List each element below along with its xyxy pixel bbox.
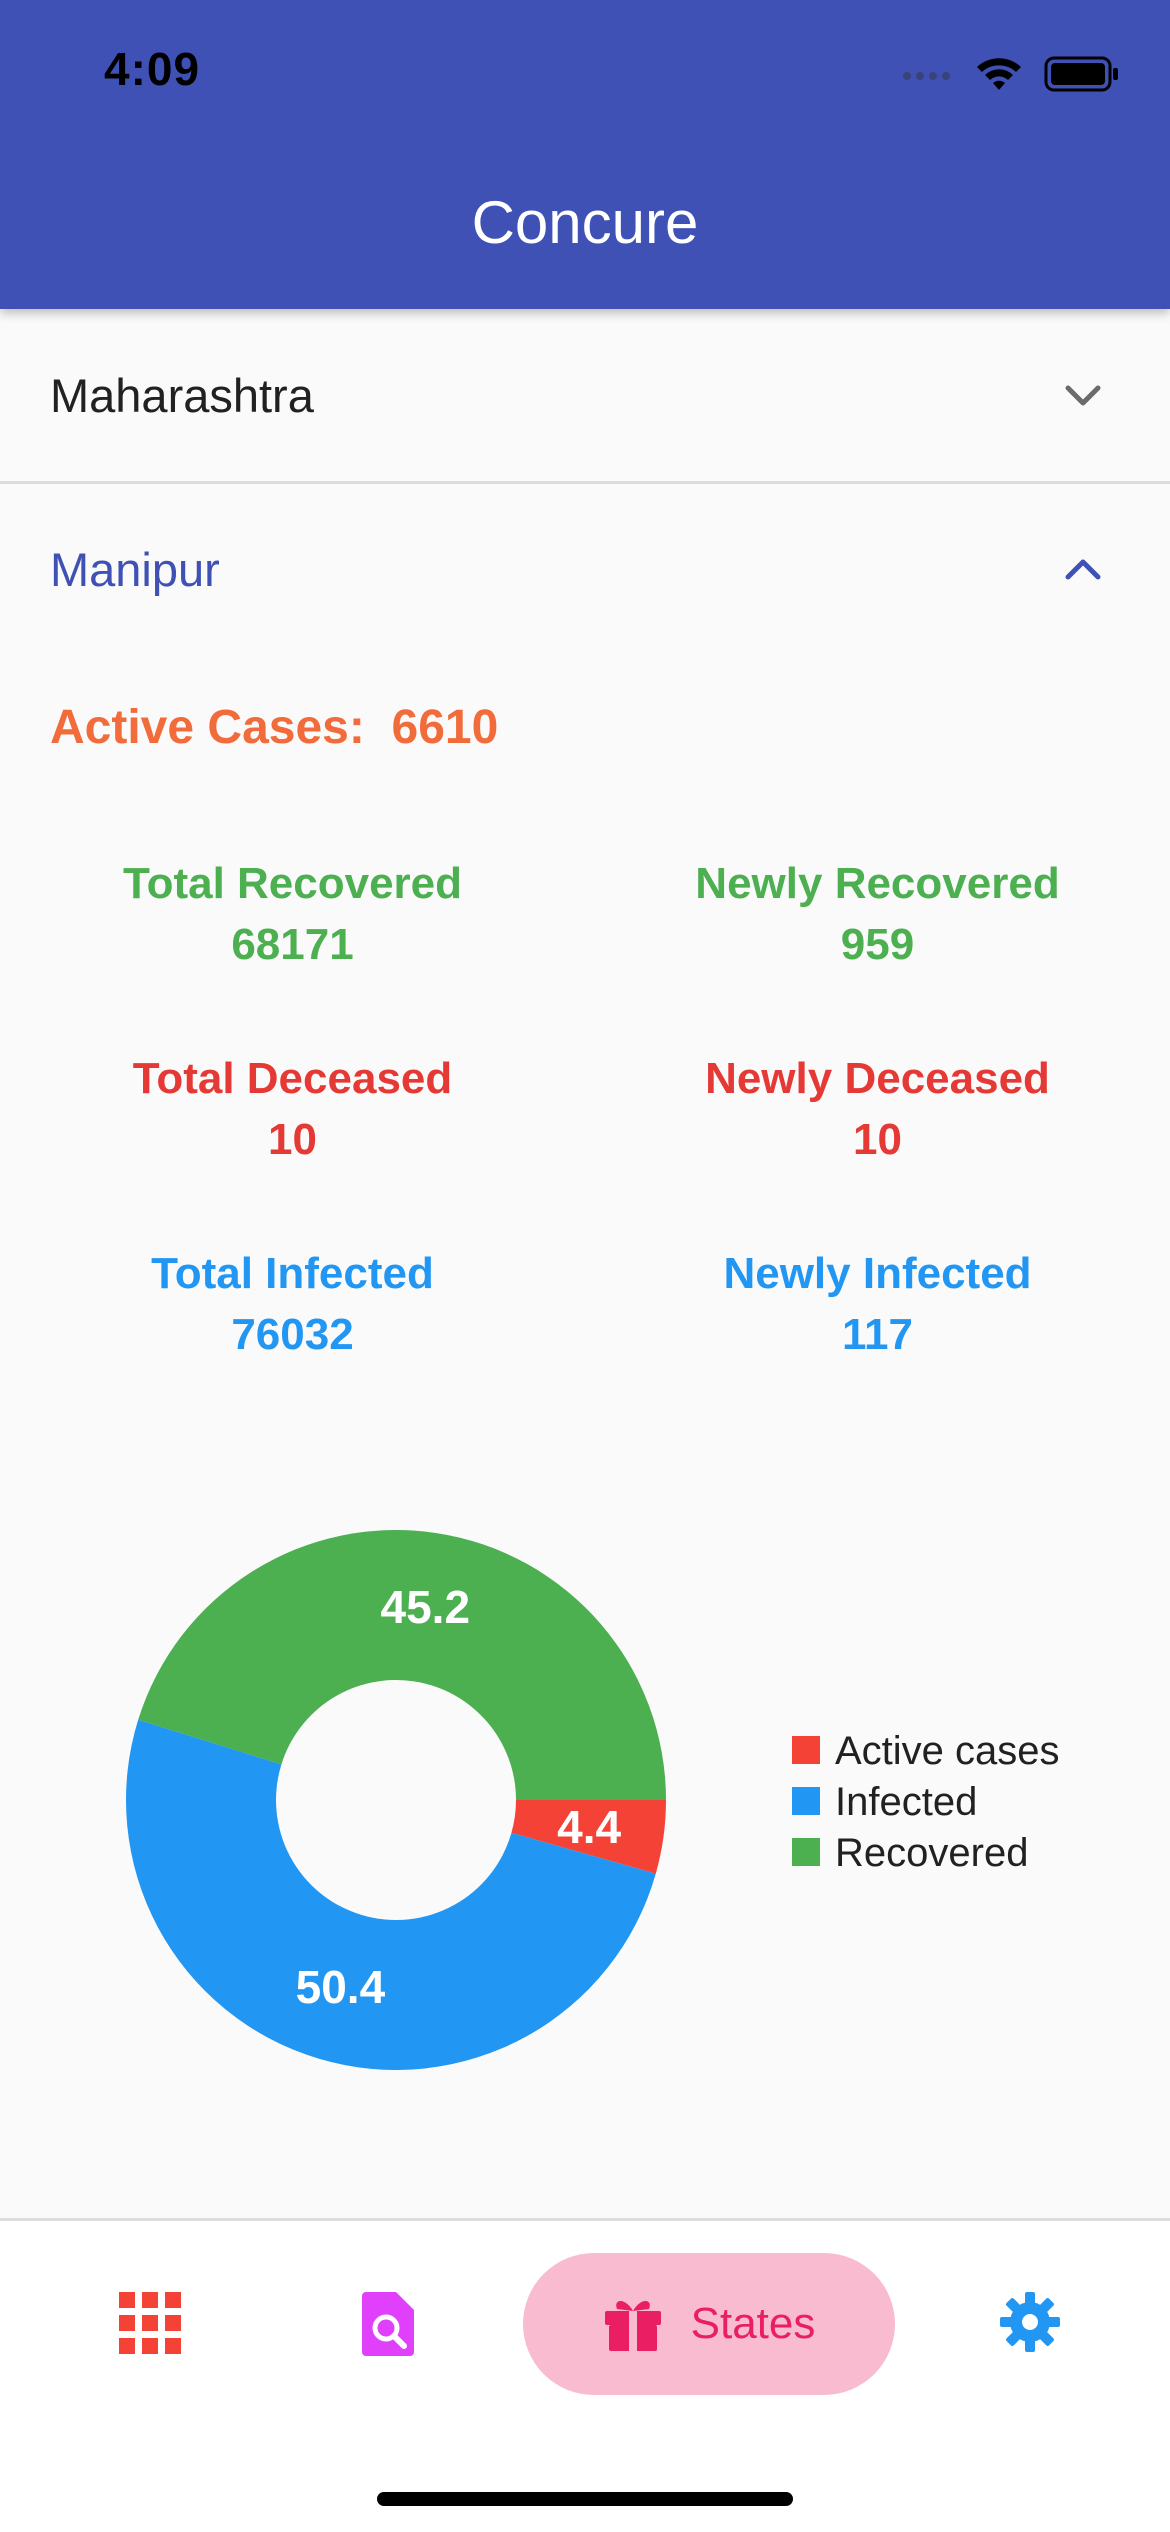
active-cases: Active Cases: 6610	[50, 700, 498, 755]
total-recovered: Total Recovered 68171	[0, 855, 585, 977]
status-time: 4:09	[104, 43, 201, 95]
donut-slice-active-cases	[511, 1800, 666, 1874]
nav-settings[interactable]	[1000, 2292, 1060, 2357]
stat-value: 959	[840, 920, 915, 969]
stat-label: Newly Recovered	[695, 859, 1060, 908]
stat-value: 10	[268, 1115, 317, 1164]
search-document-icon	[362, 2292, 414, 2356]
stat-label: Newly Infected	[723, 1249, 1032, 1298]
wifi-icon	[977, 58, 1021, 90]
active-cases-label: Active Cases:	[50, 701, 365, 754]
grid-icon	[119, 2292, 181, 2354]
donut-value-label: 4.4	[557, 1801, 621, 1853]
nav-states-label: States	[690, 2299, 816, 2348]
app-bar: 4:09 Concure	[0, 0, 1170, 309]
stat-value: 68171	[231, 920, 354, 969]
divider	[0, 481, 1170, 484]
stat-value: 10	[853, 1115, 902, 1164]
legend-swatch	[792, 1736, 820, 1764]
cases-donut-chart: 4.4 50.4 45.2 Active cases Infected Recovered	[126, 1529, 1060, 2070]
newly-recovered: Newly Recovered 959	[585, 855, 1170, 977]
chevron-up-icon	[1065, 559, 1101, 580]
gift-icon	[604, 2301, 661, 2351]
gear-icon	[1000, 2292, 1060, 2352]
signal-icon	[903, 72, 950, 80]
nav-search[interactable]	[362, 2290, 416, 2361]
stat-value: 76032	[231, 1310, 354, 1359]
app-title: Concure	[471, 189, 699, 256]
legend-label: Recovered	[835, 1831, 1028, 1875]
donut-slice-recovered	[138, 1529, 666, 1800]
status-icons	[902, 52, 1120, 96]
home-indicator	[377, 2492, 793, 2506]
legend-swatch	[792, 1838, 820, 1866]
state-row-maharashtra[interactable]: Maharashtra	[0, 309, 1170, 481]
donut-slice-infected	[126, 1719, 656, 2070]
stat-value: 117	[842, 1310, 913, 1359]
state-row-manipur[interactable]: Manipur	[0, 484, 1170, 654]
legend-swatch	[792, 1787, 820, 1815]
stat-label: Total Recovered	[122, 859, 463, 908]
stat-label: Total Deceased	[132, 1054, 453, 1103]
donut-value-label: 45.2	[381, 1581, 471, 1633]
active-cases-value: 6610	[391, 701, 499, 754]
nav-states-button[interactable]: States	[523, 2253, 895, 2395]
stat-label: Total Infected	[151, 1249, 434, 1298]
total-deceased: Total Deceased 10	[0, 1050, 585, 1172]
state-name: Maharashtra	[50, 368, 314, 422]
total-infected: Total Infected 76032	[0, 1245, 585, 1367]
legend-label: Active cases	[835, 1729, 1060, 1773]
stat-label: Newly Deceased	[705, 1054, 1050, 1103]
state-name: Manipur	[50, 542, 220, 596]
battery-icon	[1044, 56, 1118, 92]
legend-label: Infected	[835, 1780, 977, 1824]
newly-infected: Newly Infected 117	[585, 1245, 1170, 1367]
newly-deceased: Newly Deceased 10	[585, 1050, 1170, 1172]
donut-value-label: 50.4	[296, 1961, 386, 2013]
chevron-down-icon	[1065, 385, 1101, 406]
nav-dashboard[interactable]	[117, 2290, 183, 2361]
